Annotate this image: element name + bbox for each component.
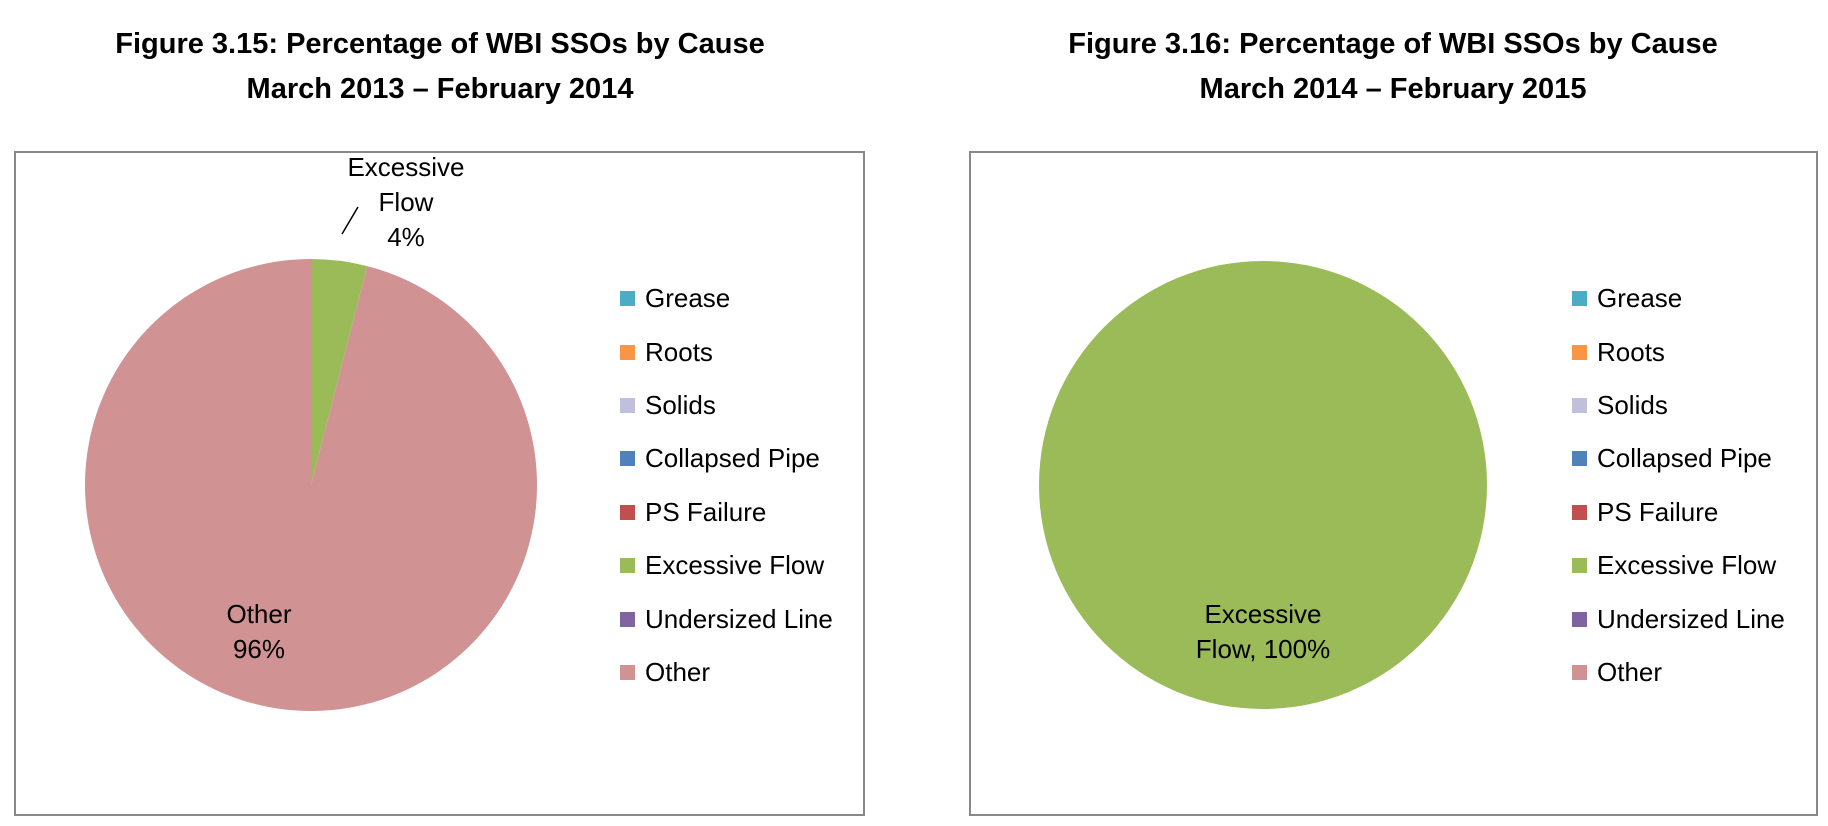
legend-label: Solids <box>1597 389 1668 420</box>
legend-swatch <box>620 664 635 680</box>
chart-1-data-label-excessive-flow: Excessive Flow 4% <box>347 152 464 252</box>
chart-1-data-label-other: Other 96% <box>226 599 291 664</box>
chart-1-pie: Excessive Flow 4% Other 96% <box>84 152 537 711</box>
chart-1-title-line2: March 2013 – February 2014 <box>246 73 634 105</box>
chart-2-legend-item-grease: Grease <box>1572 272 1785 325</box>
legend-swatch <box>620 344 635 360</box>
legend-label: Undersized Line <box>645 603 833 634</box>
legend-swatch <box>620 558 635 574</box>
legend-swatch <box>620 504 635 520</box>
legend-swatch <box>1572 611 1587 627</box>
chart-2-legend-item-undersized-line: Undersized Line <box>1572 592 1785 645</box>
chart-1-slice-excessive-flow <box>311 259 368 485</box>
chart-2-data-label-excessive-flow: Excessive Flow, 100% <box>1196 599 1330 664</box>
chart-2-legend-item-excessive-flow: Excessive Flow <box>1572 539 1785 592</box>
chart-2-title-line2: March 2014 – February 2015 <box>1199 73 1587 105</box>
legend-swatch <box>1572 291 1587 307</box>
chart-1-title-line1: Figure 3.15: Percentage of WBI SSOs by C… <box>115 28 765 60</box>
chart-2-title-line1: Figure 3.16: Percentage of WBI SSOs by C… <box>1068 28 1718 60</box>
legend-label: Grease <box>1597 283 1683 314</box>
chart-2-title: Figure 3.16: Percentage of WBI SSOs by C… <box>963 22 1823 112</box>
legend-label: PS Failure <box>1597 496 1719 527</box>
legend-swatch <box>620 451 635 467</box>
legend-swatch <box>1572 558 1587 574</box>
legend-swatch <box>1572 451 1587 467</box>
chart-1-title: Figure 3.15: Percentage of WBI SSOs by C… <box>10 22 870 112</box>
legend-label: Roots <box>1597 336 1665 367</box>
legend-label: Grease <box>645 283 731 314</box>
chart-1-legend-item-roots: Roots <box>620 325 833 378</box>
chart-1-legend-item-other: Other <box>620 646 833 699</box>
chart-2-frame: Excessive Flow, 100% Grease Roots Solids Col… <box>969 151 1818 816</box>
legend-label: Excessive Flow <box>645 550 825 581</box>
legend-swatch <box>1572 504 1587 520</box>
legend-label: PS Failure <box>645 496 767 527</box>
chart-1-legend: Grease Roots Solids Collapsed Pipe PS Failur… <box>620 272 833 699</box>
chart-2-legend-item-other: Other <box>1572 646 1785 699</box>
legend-swatch <box>620 397 635 413</box>
chart-2-pie: Excessive Flow, 100% <box>1039 261 1487 709</box>
chart-1-legend-item-solids: Solids <box>620 379 833 432</box>
chart-1-frame: Excessive Flow 4% Other 96% Grease Roots Solid… <box>14 151 865 816</box>
legend-swatch <box>620 291 635 307</box>
chart-2-legend: Grease Roots Solids Collapsed Pipe PS Failur… <box>1572 272 1785 699</box>
legend-label: Excessive Flow <box>1597 550 1777 581</box>
legend-label: Collapsed Pipe <box>1597 443 1772 474</box>
legend-swatch <box>1572 344 1587 360</box>
chart-1-legend-item-ps-failure: PS Failure <box>620 486 833 539</box>
chart-1-slice-other <box>84 259 537 711</box>
legend-label: Undersized Line <box>1597 603 1785 634</box>
legend-swatch <box>620 611 635 627</box>
chart-1-legend-item-collapsed-pipe: Collapsed Pipe <box>620 432 833 485</box>
chart-1-label-leader-line <box>341 206 359 235</box>
chart-1-legend-item-grease: Grease <box>620 272 833 325</box>
chart-2-legend-item-ps-failure: PS Failure <box>1572 486 1785 539</box>
legend-swatch <box>1572 397 1587 413</box>
chart-2-legend-item-solids: Solids <box>1572 379 1785 432</box>
chart-2-slice-excessive-flow <box>1039 261 1487 709</box>
chart-1-legend-item-excessive-flow: Excessive Flow <box>620 539 833 592</box>
legend-label: Solids <box>645 389 716 420</box>
chart-2-legend-item-collapsed-pipe: Collapsed Pipe <box>1572 432 1785 485</box>
legend-label: Roots <box>645 336 713 367</box>
legend-label: Collapsed Pipe <box>645 443 820 474</box>
chart-2-legend-item-roots: Roots <box>1572 325 1785 378</box>
legend-swatch <box>1572 664 1587 680</box>
legend-label: Other <box>645 656 711 687</box>
chart-1-legend-item-undersized-line: Undersized Line <box>620 592 833 645</box>
legend-label: Other <box>1597 656 1663 687</box>
